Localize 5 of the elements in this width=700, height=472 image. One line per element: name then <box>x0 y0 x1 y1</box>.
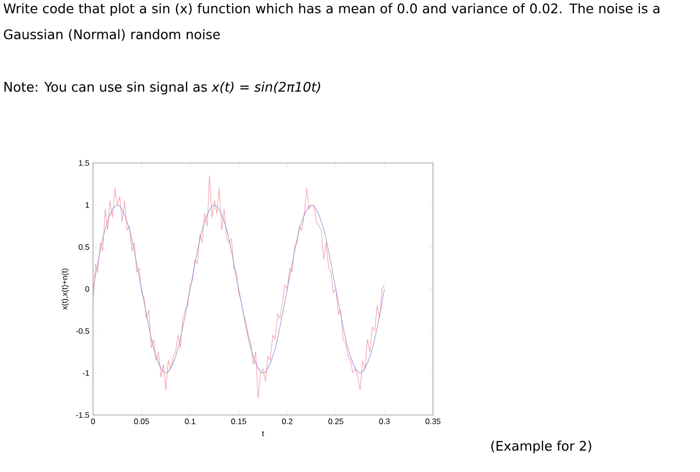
text: Note: You can use sin signal as x(t) = sin(2π10t) <box>4 82 320 94</box>
chart-title: Write code that plot a sin (x) function which has a mean of 0.0 and variance of 0.02. The noise is a Gaussian (Normal) random noise <box>4 3 660 41</box>
line-series <box>92 175 385 399</box>
line-series <box>92 204 385 374</box>
text: (Example for 2) <box>491 440 592 454</box>
